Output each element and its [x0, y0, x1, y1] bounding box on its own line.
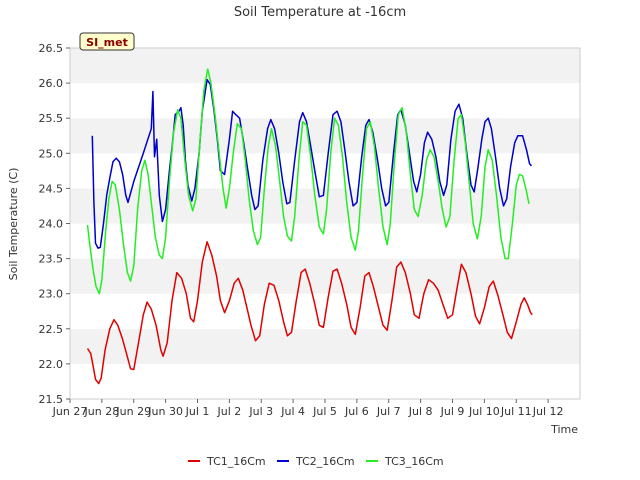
x-tick-label: Jul 10: [468, 405, 500, 418]
site-badge-text: SI_met: [86, 36, 128, 49]
site-badge: SI_met: [79, 32, 135, 51]
grid-band: [70, 293, 580, 329]
legend-label: TC3_16Cm: [384, 455, 444, 468]
x-tick-label: Jun 28: [84, 405, 120, 418]
y-tick-label: 24.0: [39, 218, 64, 231]
series-layer: [86, 68, 533, 385]
x-tick-label: Jul 1: [185, 405, 210, 418]
x-tick-label: Jul 5: [312, 405, 337, 418]
y-tick-label: 25.5: [39, 112, 64, 125]
y-tick-label: 26.5: [39, 42, 64, 55]
series-line-tc2-16cm: [91, 78, 533, 249]
y-axis-label: Soil Temperature (C): [7, 168, 20, 281]
grid-band: [70, 363, 580, 399]
series-line-tc3-16cm: [86, 68, 530, 295]
y-tick-label: 21.5: [39, 393, 64, 406]
y-tick-label: 25.0: [39, 147, 64, 160]
x-tick-label: Jul 2: [216, 405, 241, 418]
y-tick-label: 23.5: [39, 253, 64, 266]
x-axis-label: Time: [550, 423, 578, 436]
legend-label: TC1_16Cm: [206, 455, 266, 468]
x-tick-label: Jul 4: [280, 405, 305, 418]
grid-band: [70, 48, 580, 84]
grid-band: [70, 328, 580, 364]
y-tick-label: 23.0: [39, 288, 64, 301]
legend-label: TC2_16Cm: [295, 455, 355, 468]
x-tick-label: Jul 9: [440, 405, 465, 418]
x-tick-label: Jun 27: [52, 405, 88, 418]
x-tick-label: Jul 8: [408, 405, 433, 418]
x-tick-label: Jul 6: [344, 405, 369, 418]
x-tick-label: Jun 29: [115, 405, 151, 418]
grid-band: [70, 118, 580, 154]
x-tick-label: Jun 30: [147, 405, 183, 418]
y-tick-label: 24.5: [39, 182, 64, 195]
chart-title: Soil Temperature at -16cm: [234, 5, 406, 20]
site-badge-box: [79, 32, 135, 51]
y-tick-label: 22.0: [39, 358, 64, 371]
legend: TC1_16Cm TC2_16Cm TC3_16Cm: [188, 455, 444, 468]
x-tick-label: Jul 11: [500, 405, 532, 418]
x-tick-label: Jul 3: [248, 405, 273, 418]
y-tick-label: 22.5: [39, 323, 64, 336]
y-axis: 21.5 22.0 22.5 23.0 23.5 24.0 24.5 25.0 25.5 26.0…: [39, 42, 70, 406]
x-tick-label: Jul 7: [376, 405, 401, 418]
y-tick-label: 26.0: [39, 77, 64, 90]
x-tick-label: Jul 12: [532, 405, 564, 418]
grid-band: [70, 83, 580, 119]
series-line-tc1-16cm: [86, 241, 533, 385]
grid-band: [70, 258, 580, 294]
